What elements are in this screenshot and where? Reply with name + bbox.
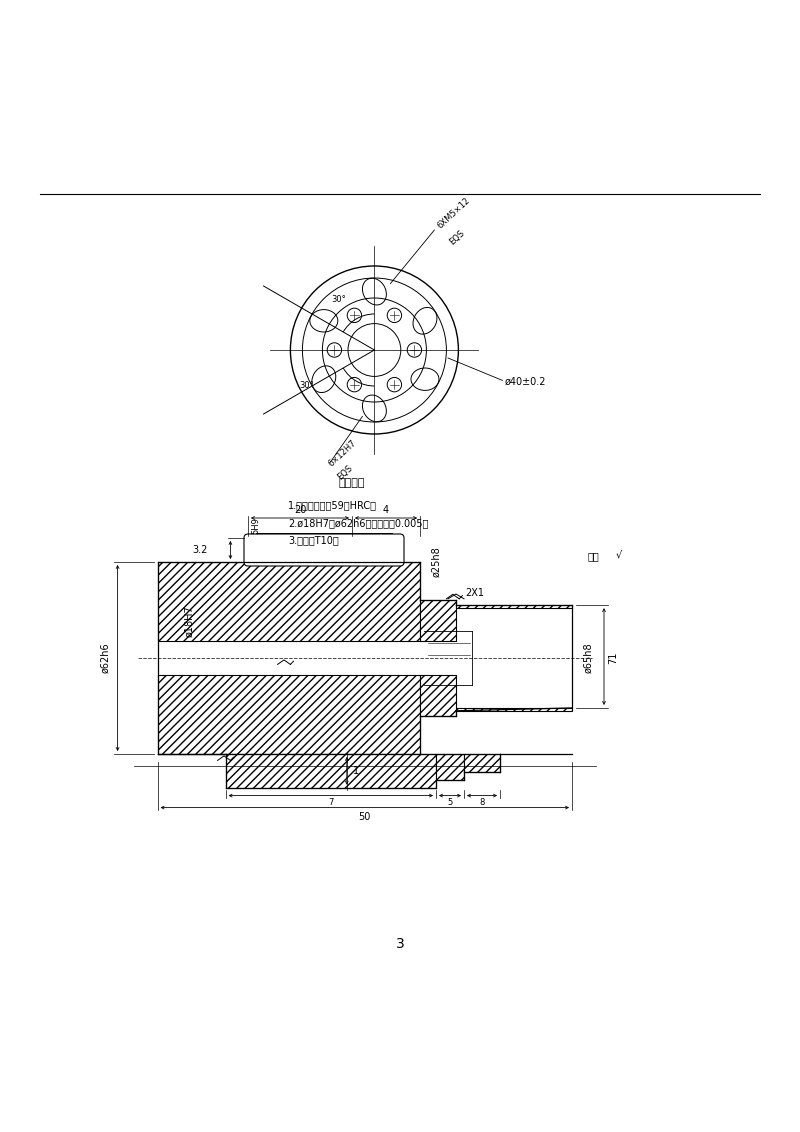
Bar bbox=[456, 708, 572, 711]
Text: 6×12H7: 6×12H7 bbox=[326, 438, 358, 468]
Text: 7: 7 bbox=[328, 798, 334, 807]
Text: ø40±0.2: ø40±0.2 bbox=[505, 377, 546, 386]
Text: ø65h8: ø65h8 bbox=[583, 643, 593, 674]
Text: 1: 1 bbox=[354, 766, 359, 775]
Bar bbox=[158, 561, 420, 641]
Text: 3.2: 3.2 bbox=[193, 544, 208, 555]
FancyBboxPatch shape bbox=[244, 534, 404, 566]
Text: ø62h6: ø62h6 bbox=[101, 643, 110, 674]
Bar bbox=[456, 606, 572, 608]
Text: 3.材料：T10。: 3.材料：T10。 bbox=[288, 535, 338, 546]
Text: 30°: 30° bbox=[299, 381, 314, 391]
Bar bbox=[436, 754, 464, 780]
Text: 4: 4 bbox=[383, 505, 389, 515]
Bar bbox=[420, 675, 456, 715]
Bar bbox=[226, 754, 436, 788]
Text: 技术要求: 技术要求 bbox=[338, 478, 366, 488]
Bar bbox=[158, 675, 420, 754]
Text: 2.ø18H7对ø62h6同轴度公差0.005。: 2.ø18H7对ø62h6同轴度公差0.005。 bbox=[288, 518, 428, 528]
Text: 71: 71 bbox=[609, 652, 618, 664]
Text: 50: 50 bbox=[358, 812, 371, 822]
Text: √: √ bbox=[616, 550, 622, 560]
Text: 5H9: 5H9 bbox=[251, 517, 260, 534]
Text: 3: 3 bbox=[396, 936, 404, 951]
Text: 30°: 30° bbox=[331, 295, 346, 305]
Text: ø18H7: ø18H7 bbox=[185, 606, 194, 637]
Text: 5: 5 bbox=[447, 798, 453, 807]
Text: 1.热处理：淬火59－HRC。: 1.热处理：淬火59－HRC。 bbox=[288, 500, 377, 511]
Bar bbox=[464, 754, 500, 772]
Text: EQS: EQS bbox=[447, 229, 466, 247]
Text: 2X1: 2X1 bbox=[466, 588, 485, 598]
Text: 6XM5×12: 6XM5×12 bbox=[436, 196, 472, 231]
Text: 8: 8 bbox=[479, 798, 485, 807]
Bar bbox=[420, 600, 456, 641]
Text: ø25h8: ø25h8 bbox=[431, 547, 441, 577]
Text: EQS: EQS bbox=[336, 463, 354, 481]
Text: 20: 20 bbox=[294, 505, 306, 515]
Text: 其余: 其余 bbox=[588, 551, 600, 561]
